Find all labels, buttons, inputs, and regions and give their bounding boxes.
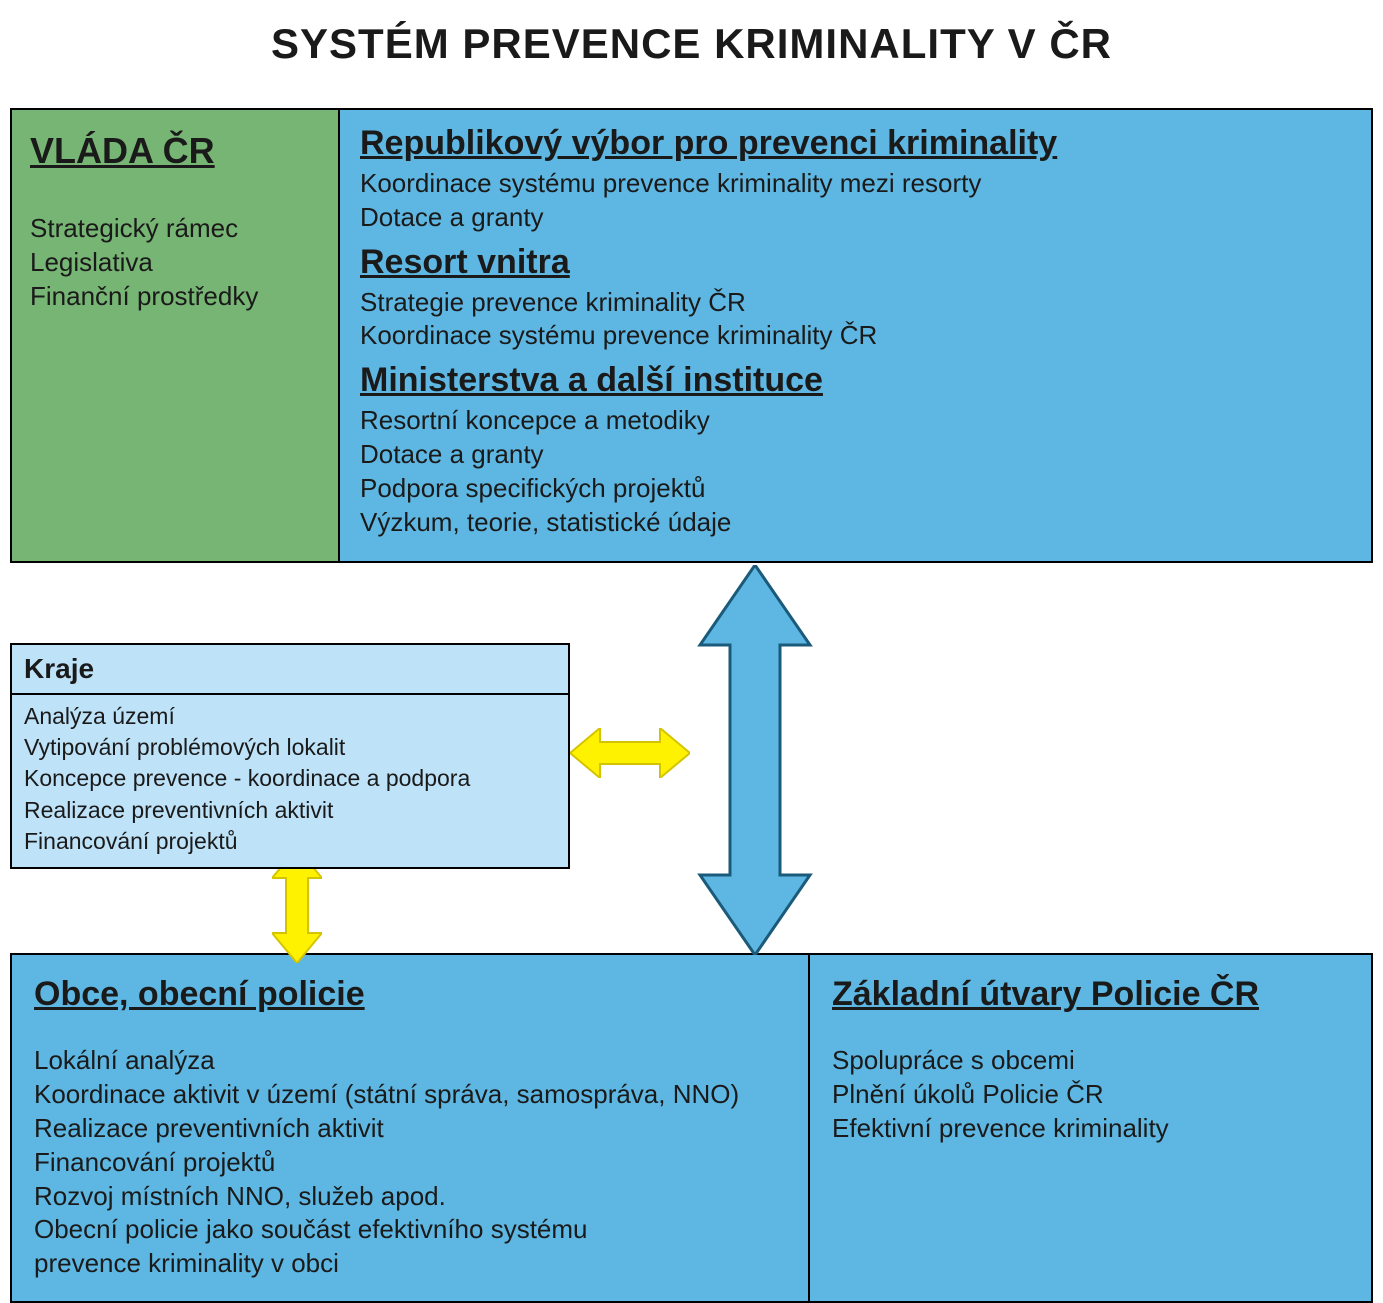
policie-items: Spolupráce s obcemi Plnění úkolů Policie… [832, 1044, 1349, 1145]
kraje-item: Koncepce prevence - koordinace a podpora [24, 763, 556, 794]
resort-items: Strategie prevence kriminality ČR Koordi… [360, 286, 1351, 354]
middle-connectors: Kraje Analýza území Vytipování problémov… [10, 573, 1373, 953]
kraje-item: Financování projektů [24, 826, 556, 857]
national-item: Koordinace systému prevence kriminality … [360, 319, 1351, 353]
ministerstva-items: Resortní koncepce a metodiky Dotace a gr… [360, 404, 1351, 539]
vlada-box: VLÁDA ČR Strategický rámec Legislativa F… [10, 108, 340, 563]
national-item: Dotace a granty [360, 201, 1351, 235]
kraje-items: Analýza území Vytipování problémových lo… [12, 695, 568, 866]
resort-heading: Resort vnitra [360, 243, 1351, 282]
obce-item: Realizace preventivních aktivit [34, 1112, 786, 1146]
vlada-item: Legislativa [30, 246, 320, 280]
national-item: Strategie prevence kriminality ČR [360, 286, 1351, 320]
republikovy-items: Koordinace systému prevence kriminality … [360, 167, 1351, 235]
obce-item: prevence kriminality v obci [34, 1247, 786, 1281]
kraje-box: Kraje Analýza území Vytipování problémov… [10, 643, 570, 868]
page-title: SYSTÉM PREVENCE KRIMINALITY V ČR [10, 20, 1373, 68]
obce-item: Obecní policie jako součást efektivního … [34, 1213, 786, 1247]
national-item: Koordinace systému prevence kriminality … [360, 167, 1351, 201]
kraje-item: Realizace preventivních aktivit [24, 795, 556, 826]
vlada-items: Strategický rámec Legislativa Finanční p… [30, 212, 320, 313]
national-item: Dotace a granty [360, 438, 1351, 472]
obce-item: Koordinace aktivit v území (státní správ… [34, 1078, 786, 1112]
national-item: Výzkum, teorie, statistické údaje [360, 506, 1351, 540]
policie-title: Základní útvary Policie ČR [832, 975, 1349, 1014]
top-level-row: VLÁDA ČR Strategický rámec Legislativa F… [10, 108, 1373, 563]
obce-box: Obce, obecní policie Lokální analýza Koo… [10, 953, 810, 1303]
obce-item: Lokální analýza [34, 1044, 786, 1078]
policie-box: Základní útvary Policie ČR Spolupráce s … [810, 953, 1373, 1303]
bottom-level-row: Obce, obecní policie Lokální analýza Koo… [10, 953, 1373, 1303]
vlada-title: VLÁDA ČR [30, 130, 320, 172]
bidirectional-arrow-blue-vertical-icon [695, 565, 815, 955]
national-item: Resortní koncepce a metodiky [360, 404, 1351, 438]
policie-item: Efektivní prevence kriminality [832, 1112, 1349, 1146]
kraje-item: Vytipování problémových lokalit [24, 732, 556, 763]
vlada-item: Finanční prostředky [30, 280, 320, 314]
kraje-item: Analýza území [24, 701, 556, 732]
kraje-title: Kraje [12, 645, 568, 695]
obce-title: Obce, obecní policie [34, 975, 786, 1014]
obce-item: Financování projektů [34, 1146, 786, 1180]
ministerstva-heading: Ministerstva a další instituce [360, 361, 1351, 400]
policie-item: Plnění úkolů Policie ČR [832, 1078, 1349, 1112]
vlada-item: Strategický rámec [30, 212, 320, 246]
national-box: Republikový výbor pro prevenci kriminali… [340, 108, 1373, 563]
bidirectional-arrow-yellow-horizontal-icon [570, 728, 690, 778]
obce-items: Lokální analýza Koordinace aktivit v úze… [34, 1044, 786, 1281]
obce-item: Rozvoj místních NNO, služeb apod. [34, 1180, 786, 1214]
republikovy-heading: Republikový výbor pro prevenci kriminali… [360, 124, 1351, 163]
national-item: Podpora specifických projektů [360, 472, 1351, 506]
policie-item: Spolupráce s obcemi [832, 1044, 1349, 1078]
